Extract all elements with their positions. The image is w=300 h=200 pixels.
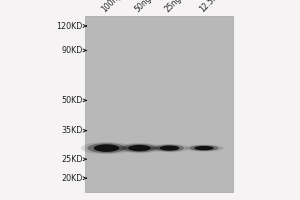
Ellipse shape bbox=[128, 145, 151, 151]
Text: 120KD: 120KD bbox=[56, 22, 82, 31]
Bar bbox=[85, 16, 232, 192]
Ellipse shape bbox=[87, 143, 126, 153]
Text: 25KD: 25KD bbox=[61, 155, 82, 164]
FancyBboxPatch shape bbox=[148, 147, 162, 150]
Ellipse shape bbox=[155, 145, 184, 151]
Ellipse shape bbox=[94, 144, 119, 152]
Ellipse shape bbox=[189, 145, 219, 151]
Text: 25ng: 25ng bbox=[163, 0, 183, 14]
Ellipse shape bbox=[81, 142, 132, 154]
Text: 50KD: 50KD bbox=[61, 96, 82, 105]
FancyBboxPatch shape bbox=[116, 147, 131, 150]
Text: 12.5ng: 12.5ng bbox=[198, 0, 223, 14]
Ellipse shape bbox=[123, 144, 156, 152]
Ellipse shape bbox=[160, 146, 179, 151]
Text: 20KD: 20KD bbox=[61, 174, 82, 183]
Ellipse shape bbox=[117, 143, 162, 153]
Ellipse shape bbox=[184, 145, 224, 152]
Text: 35KD: 35KD bbox=[61, 126, 82, 135]
Ellipse shape bbox=[194, 146, 214, 150]
Text: 100ng: 100ng bbox=[100, 0, 124, 14]
Text: 90KD: 90KD bbox=[61, 46, 82, 55]
Text: 50ng: 50ng bbox=[133, 0, 153, 14]
Ellipse shape bbox=[150, 144, 189, 152]
